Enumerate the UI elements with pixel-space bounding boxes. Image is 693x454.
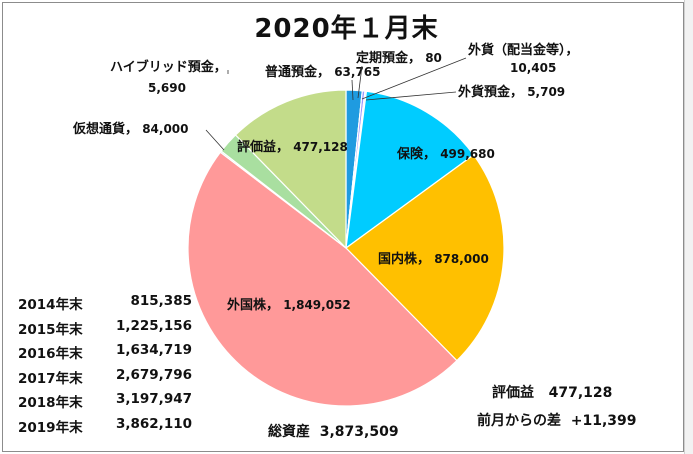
valuation-gain: 評価益 477,128 xyxy=(492,382,612,402)
history-year: 2015年末 xyxy=(18,321,83,338)
pie-slice xyxy=(345,90,475,250)
valuation-gain-label: 評価益 xyxy=(492,385,534,401)
pie-slice xyxy=(345,154,505,362)
leader-line xyxy=(205,129,225,151)
history-value: 2,679,796 xyxy=(115,366,192,383)
spreadsheet-grid-strip xyxy=(684,0,693,454)
slice-label: 外国株， 1,849,052 xyxy=(226,297,351,313)
pie-slice xyxy=(187,151,458,407)
history-year: 2016年末 xyxy=(18,346,83,362)
history-value: 1,634,719 xyxy=(115,342,192,358)
history-year: 2017年末 xyxy=(18,370,83,387)
history-year: 2018年末 xyxy=(18,395,83,411)
slice-label: 普通預金， 63,765 xyxy=(265,64,381,80)
total-assets-label: 総資産 xyxy=(268,424,310,440)
total-assets-value: 3,873,509 xyxy=(319,424,399,440)
slice-label: ハイブリッド預金， 5,690 xyxy=(110,59,227,95)
slice-label: 外貨預金， 5,709 xyxy=(457,84,565,100)
slice-label: 保険， 499,680 xyxy=(396,146,495,162)
monthly-difference-label: 前月からの差 xyxy=(477,413,561,429)
monthly-difference-value: +11,399 xyxy=(570,413,637,429)
monthly-difference: 前月からの差 +11,399 xyxy=(477,410,637,430)
yearly-history-list: 2014年末 815,385 2015年末 1,225,156 2016年末 1,63… xyxy=(18,293,192,440)
leader-line xyxy=(361,57,467,100)
pie-slice xyxy=(234,89,347,250)
history-row: 2015年末 1,225,156 xyxy=(18,318,192,343)
leader-line xyxy=(351,79,354,101)
history-value: 3,197,947 xyxy=(115,391,192,407)
slice-label: 評価益， 477,128 xyxy=(237,139,348,155)
history-value: 815,385 xyxy=(130,293,193,309)
slice-label: 外貨（配当金等）， 10,405 xyxy=(467,42,579,75)
leader-line xyxy=(365,91,457,101)
history-row: 2016年末 1,634,719 xyxy=(18,342,192,367)
history-value: 3,862,110 xyxy=(115,415,192,432)
total-assets: 総資産 3,873,509 xyxy=(268,421,399,441)
slice-label: 定期預金， 80 xyxy=(355,50,442,66)
valuation-gain-value: 477,128 xyxy=(548,385,613,401)
slice-label: 国内株， 878,000 xyxy=(378,251,489,267)
history-row: 2017年末 2,679,796 xyxy=(18,367,192,392)
slice-label: 仮想通貨， 84,000 xyxy=(72,121,189,137)
history-row: 2019年末 3,862,110 xyxy=(18,416,192,441)
history-row: 2014年末 815,385 xyxy=(18,293,192,318)
chart-title: 2020年１月末 xyxy=(254,14,439,44)
history-value: 1,225,156 xyxy=(115,317,192,334)
history-year: 2019年末 xyxy=(18,419,83,436)
history-year: 2014年末 xyxy=(18,297,83,313)
history-row: 2018年末 3,197,947 xyxy=(18,391,192,416)
leader-line xyxy=(357,65,363,99)
